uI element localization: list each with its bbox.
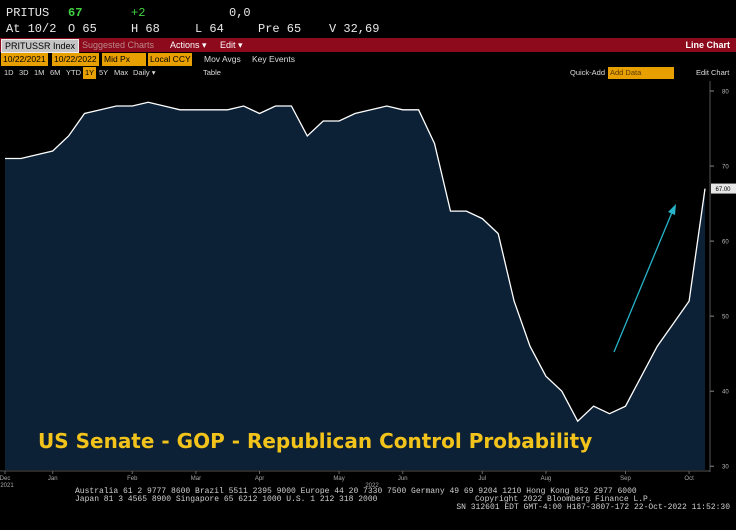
menu-bar <box>0 38 736 52</box>
area <box>5 102 705 471</box>
footer-line: Australia 61 2 9777 8600 Brazil 5511 239… <box>75 487 637 496</box>
range-button[interactable]: 5Y <box>99 68 109 77</box>
last-price: 67 <box>68 6 83 20</box>
x-tick-label: Sep <box>620 476 631 482</box>
volume-short: 0,0 <box>229 6 251 20</box>
chart-title: US Senate - GOP - Republican Control Pro… <box>38 429 592 453</box>
period[interactable]: Daily ▾ <box>133 68 156 77</box>
x-tick-label: Oct <box>684 476 694 482</box>
edit-chart[interactable]: Edit Chart <box>696 68 730 77</box>
year-label: 2022 <box>365 483 379 489</box>
range-button[interactable]: 6M <box>50 68 61 77</box>
line <box>5 101 706 423</box>
x-tick-label: Dec <box>0 476 10 482</box>
x-tick-label: May <box>333 476 344 482</box>
y-tick-label: 80 <box>722 90 729 96</box>
arrow <box>613 209 674 353</box>
low: L 64 <box>195 22 224 36</box>
range-button[interactable]: YTD <box>66 68 81 77</box>
range-button[interactable]: 1D <box>4 68 14 77</box>
range-button[interactable]: 3D <box>19 68 29 77</box>
year-label: 2021 <box>0 483 14 489</box>
suggested-charts[interactable]: Suggested Charts <box>82 40 155 50</box>
quick-add[interactable]: Quick-Add <box>570 68 606 77</box>
x-tick-label: Aug <box>541 476 552 482</box>
view-name: Line Chart <box>685 40 730 50</box>
x-tick-label: Jun <box>398 476 408 482</box>
range-button[interactable]: Max <box>114 68 129 77</box>
table-button[interactable]: Table <box>203 68 221 77</box>
copyright: Copyright 2022 Bloomberg Finance L.P. <box>475 495 653 504</box>
last-value-box <box>711 183 736 194</box>
ticker: PRITUS <box>6 6 50 20</box>
footer-line: SN 312601 EDT GMT-4:00 H187-3807-172 22-… <box>456 503 730 512</box>
footer-line: Japan 81 3 4565 8900 Singapore 65 6212 1… <box>75 495 378 504</box>
open: O 65 <box>68 22 97 36</box>
y-tick-label: 50 <box>722 315 729 321</box>
arrow-head <box>668 204 676 215</box>
last-value-label: 67.00 <box>715 187 731 193</box>
x-tick-label: Jul <box>478 476 486 482</box>
mov-avgs[interactable]: Mov Avgs <box>204 54 241 64</box>
currency-field[interactable]: Local CCY <box>148 53 192 66</box>
x-tick-label: Jan <box>48 476 58 482</box>
x-tick-label: Apr <box>255 476 264 482</box>
y-tick-label: 30 <box>722 465 729 471</box>
range-button[interactable]: 1Y <box>83 67 97 79</box>
pre: Pre 65 <box>258 22 302 36</box>
price-field[interactable]: Mid Px <box>102 53 146 66</box>
y-tick-label: 40 <box>722 390 729 396</box>
high: H 68 <box>131 22 160 36</box>
y-tick-label: 60 <box>722 240 729 246</box>
y-tick-label: 70 <box>722 165 729 171</box>
key-events[interactable]: Key Events <box>252 54 295 64</box>
x-tick-label: Mar <box>191 476 201 482</box>
add-data[interactable]: Add Data <box>608 67 674 79</box>
volume: V 32,69 <box>329 22 380 36</box>
range-button[interactable]: 1M <box>34 68 45 77</box>
edit-menu[interactable]: Edit ▾ <box>220 40 243 50</box>
end-date[interactable]: 10/22/2022 <box>52 53 99 66</box>
security-field[interactable]: PRITUSSR Index <box>1 39 80 53</box>
actions-menu[interactable]: Actions ▾ <box>170 40 207 50</box>
at-time: At 10/2 <box>6 22 57 36</box>
start-date[interactable]: 10/22/2021 <box>1 53 48 66</box>
x-tick-label: Feb <box>127 476 138 482</box>
change: +2 <box>131 6 146 20</box>
chart: 30 40 50 60 70 80 67.00 Dec Jan Feb Mar Apr May Jun Ju… <box>0 81 736 489</box>
